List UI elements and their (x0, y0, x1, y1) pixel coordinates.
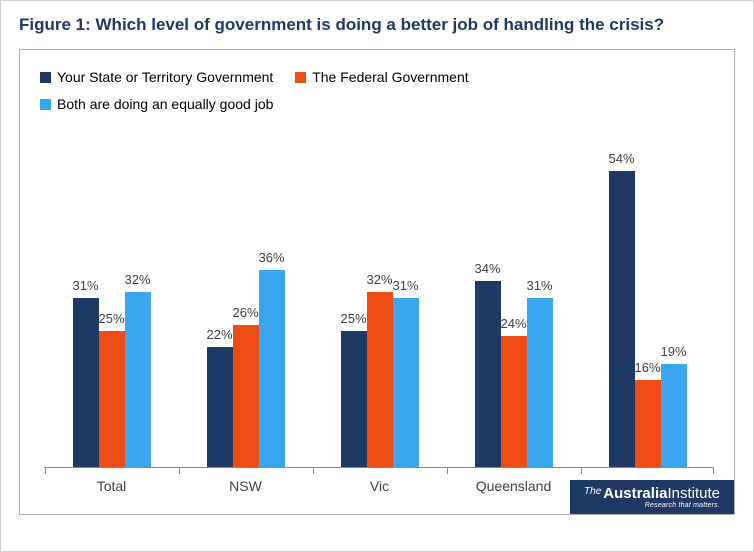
bar: 25% (99, 331, 125, 469)
chart-box: Your State or Territory Government The F… (19, 49, 735, 515)
x-axis-baseline (44, 467, 714, 468)
figure-title: Figure 1: Which level of government is d… (19, 15, 735, 35)
bar: 54% (609, 171, 635, 468)
bars: 34%24%31% (475, 281, 553, 468)
legend-label: The Federal Government (312, 64, 468, 91)
category-label: Vic (313, 468, 446, 494)
legend-label: Your State or Territory Government (57, 64, 273, 91)
bar-group: 34%24%31%Queensland (446, 140, 580, 468)
bars: 31%25%32% (73, 292, 151, 468)
bar-value-label: 31% (392, 278, 418, 293)
bar-group: 22%26%36%NSW (178, 140, 312, 468)
legend-label: Both are doing an equally good job (57, 91, 273, 118)
category-label: Total (45, 468, 178, 494)
bars: 22%26%36% (207, 270, 285, 468)
legend: Your State or Territory Government The F… (20, 50, 734, 125)
bar: 19% (661, 364, 687, 469)
bar-value-label: 22% (206, 327, 232, 342)
bar-value-label: 25% (98, 311, 124, 326)
plot-area: 31%25%32%Total22%26%36%NSW25%32%31%Vic34… (44, 140, 714, 468)
legend-item: Your State or Territory Government (40, 64, 273, 91)
bar-group: 54%16%19%WA (580, 140, 714, 468)
bar: 26% (233, 325, 259, 468)
bar-value-label: 54% (608, 151, 634, 166)
category-label: Queensland (447, 468, 580, 494)
branding-prefix: The (584, 486, 601, 497)
bar: 16% (635, 380, 661, 468)
bars: 54%16%19% (609, 171, 687, 468)
legend-item: Both are doing an equally good job (40, 91, 273, 118)
bar-value-label: 32% (124, 272, 150, 287)
bar-value-label: 36% (258, 250, 284, 265)
bar-value-label: 32% (366, 272, 392, 287)
branding-name-bold: Australia (603, 485, 667, 502)
legend-item: The Federal Government (295, 64, 468, 91)
branding-name-light: Institute (667, 485, 720, 502)
figure-container: Figure 1: Which level of government is d… (0, 0, 754, 552)
bar-value-label: 31% (72, 278, 98, 293)
legend-swatch (40, 99, 51, 110)
bar: 31% (527, 298, 553, 469)
bar: 36% (259, 270, 285, 468)
bar-value-label: 31% (526, 278, 552, 293)
bar: 34% (475, 281, 501, 468)
bar-value-label: 16% (634, 360, 660, 375)
bar-value-label: 24% (500, 316, 526, 331)
bar: 32% (367, 292, 393, 468)
category-label: NSW (179, 468, 312, 494)
bars: 25%32%31% (341, 292, 419, 468)
legend-swatch (40, 72, 51, 83)
bar: 22% (207, 347, 233, 468)
bar: 24% (501, 336, 527, 468)
bar: 31% (393, 298, 419, 469)
branding-badge: TheAustraliaInstitute Research that matt… (570, 480, 734, 514)
branding-institute: TheAustraliaInstitute (584, 486, 720, 503)
bar: 31% (73, 298, 99, 469)
branding-tagline: Research that matters. (584, 502, 720, 510)
bar-group: 31%25%32%Total (44, 140, 178, 468)
bar-value-label: 26% (232, 305, 258, 320)
bar-value-label: 34% (474, 261, 500, 276)
bar-value-label: 25% (340, 311, 366, 326)
legend-swatch (295, 72, 306, 83)
bar: 25% (341, 331, 367, 469)
bar-groups: 31%25%32%Total22%26%36%NSW25%32%31%Vic34… (44, 140, 714, 468)
bar-value-label: 19% (660, 344, 686, 359)
bar-group: 25%32%31%Vic (312, 140, 446, 468)
bar: 32% (125, 292, 151, 468)
